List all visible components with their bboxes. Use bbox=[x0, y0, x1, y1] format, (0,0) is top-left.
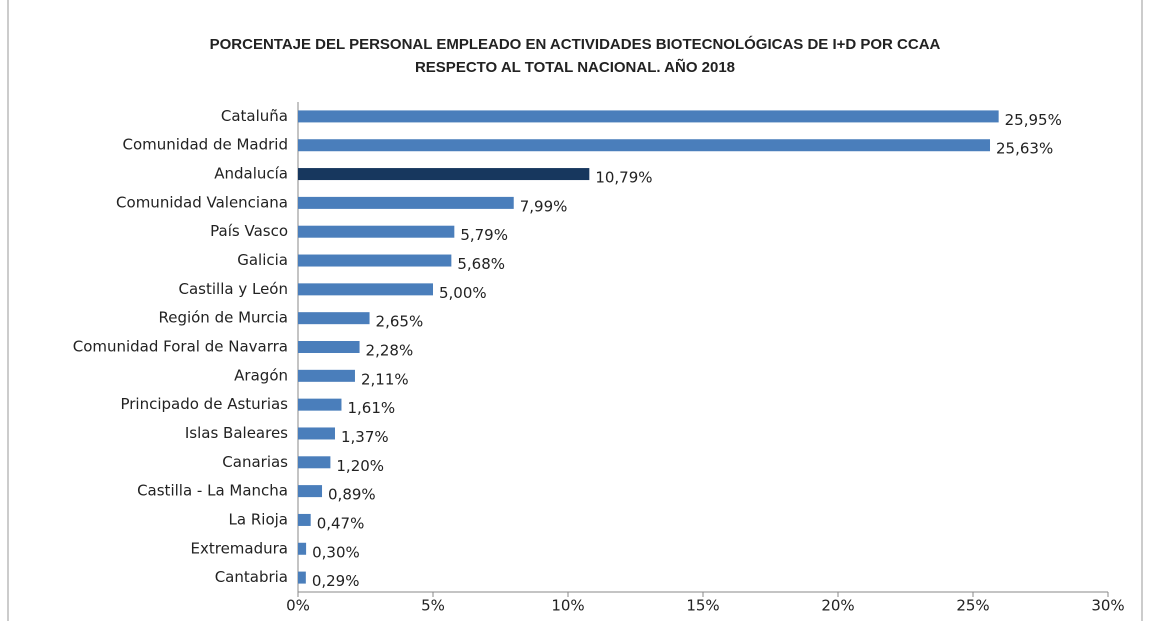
y-tick-label: Canarias bbox=[222, 453, 288, 471]
value-label: 25,63% bbox=[996, 140, 1053, 158]
value-label: 25,95% bbox=[1005, 111, 1062, 129]
value-label: 5,79% bbox=[460, 226, 508, 244]
bar bbox=[298, 341, 360, 353]
value-label: 0,89% bbox=[328, 486, 376, 504]
bar bbox=[298, 571, 306, 584]
y-tick-label: Comunidad de Madrid bbox=[123, 136, 288, 154]
y-tick-label: Andalucía bbox=[214, 165, 288, 183]
x-tick-label: 0% bbox=[286, 597, 310, 615]
x-tick-label: 25% bbox=[956, 597, 989, 615]
y-tick-label: Castilla - La Mancha bbox=[137, 482, 288, 500]
bar bbox=[298, 369, 355, 382]
y-tick-label: Principado de Asturias bbox=[120, 395, 288, 413]
bar bbox=[298, 427, 335, 440]
x-tick-label: 5% bbox=[421, 597, 445, 615]
bar bbox=[298, 485, 323, 498]
bar bbox=[298, 225, 455, 238]
y-tick-label: La Rioja bbox=[229, 510, 288, 528]
bar bbox=[298, 196, 514, 209]
x-tick-label: 15% bbox=[686, 597, 719, 615]
bar bbox=[298, 456, 331, 469]
y-tick-label: Castilla y León bbox=[179, 280, 288, 298]
bar bbox=[298, 254, 452, 267]
y-tick-label: Región de Murcia bbox=[158, 309, 288, 327]
value-label: 10,79% bbox=[595, 169, 652, 187]
value-label: 1,20% bbox=[336, 457, 384, 475]
y-tick-label: Extremadura bbox=[191, 539, 289, 557]
value-label: 5,00% bbox=[439, 284, 487, 302]
y-tick-label: Galicia bbox=[237, 251, 288, 269]
bar bbox=[298, 110, 999, 123]
chart-title: PORCENTAJE DEL PERSONAL EMPLEADO EN ACTI… bbox=[210, 35, 941, 53]
value-label: 2,28% bbox=[366, 342, 414, 360]
value-label: 2,65% bbox=[376, 313, 424, 331]
bar bbox=[298, 398, 342, 411]
value-label: 0,30% bbox=[312, 543, 360, 561]
y-tick-label: Aragón bbox=[234, 366, 288, 384]
chart-title: RESPECTO AL TOTAL NACIONAL. AÑO 2018 bbox=[415, 58, 735, 76]
value-label: 2,11% bbox=[361, 370, 409, 388]
y-tick-label: Cantabria bbox=[215, 568, 288, 586]
value-label: 1,61% bbox=[347, 399, 395, 417]
x-tick-label: 20% bbox=[821, 597, 854, 615]
y-tick-label: Comunidad Valenciana bbox=[116, 193, 288, 211]
bar bbox=[298, 139, 991, 152]
value-label: 7,99% bbox=[520, 197, 568, 215]
bar bbox=[298, 168, 590, 181]
bar bbox=[298, 542, 307, 555]
bar bbox=[298, 312, 370, 325]
x-tick-label: 30% bbox=[1091, 597, 1124, 615]
y-tick-label: Comunidad Foral de Navarra bbox=[73, 338, 288, 356]
value-label: 5,68% bbox=[457, 255, 505, 273]
y-tick-label: País Vasco bbox=[210, 222, 288, 240]
value-label: 0,29% bbox=[312, 572, 360, 590]
y-tick-label: Islas Baleares bbox=[185, 424, 288, 442]
value-label: 0,47% bbox=[317, 514, 365, 532]
x-tick-label: 10% bbox=[551, 597, 584, 615]
bar bbox=[298, 283, 433, 296]
value-label: 1,37% bbox=[341, 428, 389, 446]
y-tick-label: Cataluña bbox=[221, 107, 288, 125]
bar bbox=[298, 513, 311, 526]
